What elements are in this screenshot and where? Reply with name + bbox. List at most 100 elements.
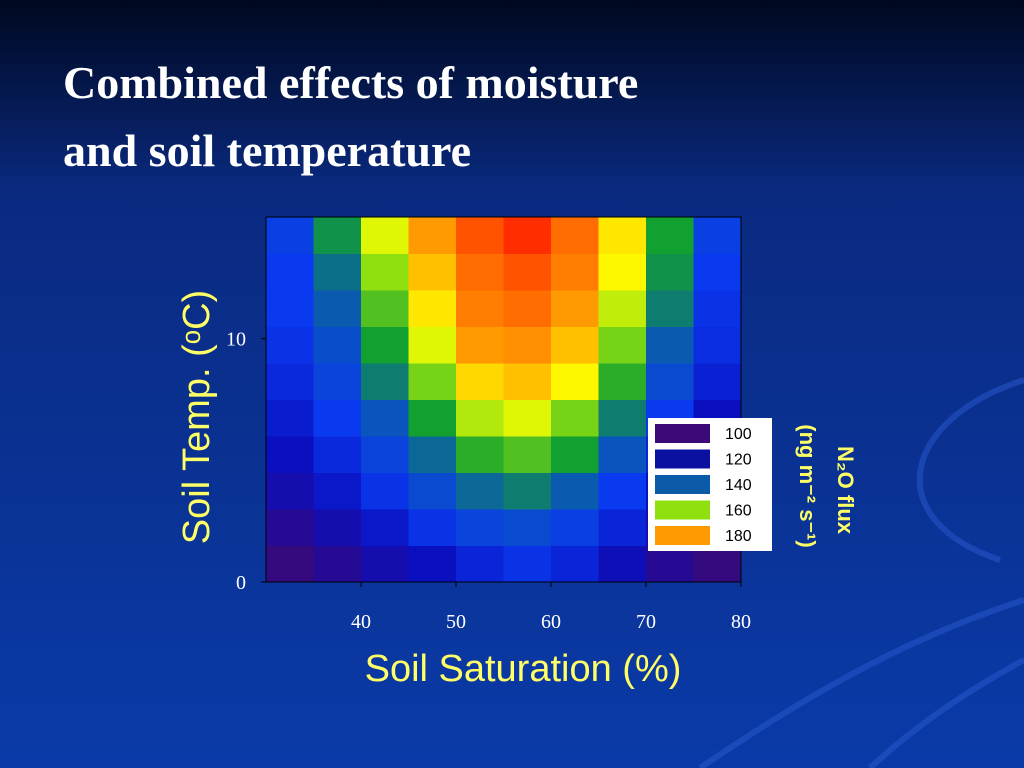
contour-cell <box>266 399 314 437</box>
contour-cell <box>646 326 694 364</box>
legend-swatch <box>655 424 710 443</box>
legend-label: 100 <box>725 426 752 443</box>
contour-cell <box>598 545 647 583</box>
legend-swatch <box>655 500 710 520</box>
contour-cell <box>361 363 409 400</box>
contour-cell <box>361 472 409 510</box>
x-tick-label: 50 <box>446 611 466 633</box>
y-tick-label: 0 <box>236 572 246 594</box>
contour-cell <box>266 217 314 254</box>
legend-swatch <box>655 475 710 494</box>
contour-cell <box>503 509 552 546</box>
contour-cell <box>551 399 599 437</box>
contour-cell <box>693 363 742 400</box>
contour-cell <box>551 253 599 291</box>
contour-cell <box>551 545 599 583</box>
contour-cell <box>646 290 694 327</box>
contour-cell <box>456 290 504 327</box>
contour-cell <box>313 290 362 327</box>
contour-cell <box>266 363 314 400</box>
legend-title: (ng m⁻² s⁻¹) <box>795 424 820 547</box>
contour-cell <box>408 363 457 400</box>
contour-cell <box>361 253 409 291</box>
contour-cell <box>598 363 647 400</box>
contour-cell <box>693 253 742 291</box>
x-tick-label: 80 <box>731 611 751 633</box>
contour-cell <box>266 509 314 546</box>
contour-cell <box>361 545 409 583</box>
contour-cell <box>456 399 504 437</box>
x-tick-label: 60 <box>541 611 561 633</box>
contour-cell <box>551 326 599 364</box>
legend-swatch <box>655 526 710 545</box>
legend-label: 160 <box>725 503 752 520</box>
contour-cell <box>361 217 409 254</box>
contour-cell <box>551 436 599 473</box>
legend: 100 120 140 160 180 <box>655 424 752 545</box>
contour-cell <box>551 363 599 400</box>
contour-cell <box>551 290 599 327</box>
title-line: Combined effects of moisture <box>63 57 638 108</box>
legend-title: N₂O flux <box>833 446 858 535</box>
contour-cell <box>361 399 409 437</box>
contour-cell <box>503 326 552 364</box>
contour-cell <box>313 545 362 583</box>
contour-cell <box>503 436 552 473</box>
legend-label: 140 <box>725 477 752 494</box>
contour-cell <box>456 363 504 400</box>
legend-swatch <box>655 449 710 469</box>
contour-cell <box>313 217 362 254</box>
x-tick-label: 70 <box>636 611 656 633</box>
contour-cell <box>693 217 742 254</box>
contour-cell <box>408 509 457 546</box>
contour-cell <box>408 399 457 437</box>
contour-cell <box>503 545 552 583</box>
contour-cell <box>551 509 599 546</box>
contour-cell <box>646 545 694 583</box>
contour-cell <box>598 253 647 291</box>
contour-cell <box>646 217 694 254</box>
contour-cell <box>551 217 599 254</box>
x-tick-label: 40 <box>351 611 371 633</box>
contour-cell <box>503 472 552 510</box>
contour-cell <box>456 217 504 254</box>
y-axis-label: Soil Temp. (ᵒC) <box>176 290 218 544</box>
contour-cell <box>408 545 457 583</box>
contour-cell <box>313 399 362 437</box>
contour-cell <box>266 472 314 510</box>
contour-cell <box>313 436 362 473</box>
contour-cell <box>266 436 314 473</box>
contour-cell <box>598 399 647 437</box>
contour-cell <box>598 217 647 254</box>
contour-cell <box>408 326 457 364</box>
contour-cell <box>266 326 314 364</box>
contour-cell <box>408 253 457 291</box>
contour-cell <box>408 436 457 473</box>
legend-label: 180 <box>725 528 752 545</box>
contour-cell <box>646 253 694 291</box>
decor <box>698 377 1024 768</box>
contour-cell <box>551 472 599 510</box>
contour-cell <box>456 326 504 364</box>
contour-cell <box>408 290 457 327</box>
contour-cell <box>361 509 409 546</box>
contour-cell <box>693 545 742 583</box>
legend-label: 120 <box>725 452 752 469</box>
contour-cell <box>456 509 504 546</box>
contour-cell <box>361 290 409 327</box>
contour-cell <box>313 326 362 364</box>
x-axis-label: Soil Saturation (%) <box>365 648 682 690</box>
contour-cell <box>456 472 504 510</box>
contour-cell <box>456 545 504 583</box>
contour-cell <box>503 363 552 400</box>
contour-cell <box>408 217 457 254</box>
contour-cell <box>313 472 362 510</box>
contour-cell <box>598 472 647 510</box>
contour-cell <box>503 253 552 291</box>
contour-cell <box>503 290 552 327</box>
contour-cell <box>313 509 362 546</box>
contour-cell <box>598 436 647 473</box>
contour-cell <box>313 363 362 400</box>
